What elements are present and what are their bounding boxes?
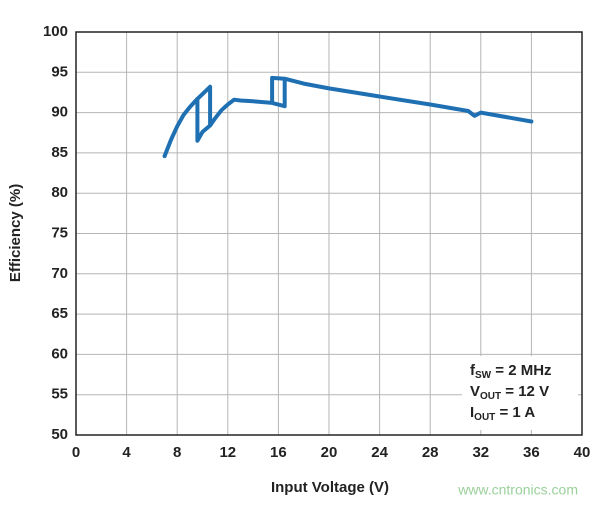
x-tick-label: 36 <box>523 444 540 461</box>
y-axis-label: Efficiency (%) <box>7 184 24 282</box>
annotation: VOUT = 12 V <box>470 383 549 402</box>
y-tick-label: 95 <box>51 63 68 80</box>
plot-frame <box>75 31 583 436</box>
annotation-sub: OUT <box>474 412 495 423</box>
annotation-sub: OUT <box>480 391 501 402</box>
annotation: fSW = 2 MHz <box>470 362 552 381</box>
y-tick-label: 70 <box>51 265 68 282</box>
x-tick-label: 8 <box>173 444 181 461</box>
y-tick-label: 85 <box>51 144 68 161</box>
x-tick-label: 28 <box>422 444 439 461</box>
annotation-rest: = 1 A <box>495 404 535 421</box>
x-tick-label: 0 <box>72 444 80 461</box>
x-tick-label: 16 <box>270 444 287 461</box>
annotation-main: V <box>470 383 480 400</box>
y-tick-label: 60 <box>51 345 68 362</box>
y-tick-label: 50 <box>51 426 68 443</box>
x-tick-label: 40 <box>574 444 591 461</box>
y-tick-label: 55 <box>51 386 68 403</box>
annotation: IOUT = 1 A <box>470 404 535 423</box>
annotation-main: f <box>470 362 476 379</box>
watermark: www.cntronics.com <box>457 482 578 498</box>
y-tick-label: 75 <box>51 224 68 241</box>
y-tick-label: 100 <box>43 23 68 40</box>
x-axis-label: Input Voltage (V) <box>271 479 389 496</box>
y-tick-label: 90 <box>51 104 68 121</box>
y-tick-label: 65 <box>51 305 68 322</box>
y-tick-label: 80 <box>51 184 68 201</box>
x-tick-label: 4 <box>122 444 131 461</box>
annotation-sub: SW <box>475 370 492 381</box>
x-tick-label: 24 <box>371 444 388 461</box>
annotation-rest: = 2 MHz <box>491 362 551 379</box>
annotation-main: I <box>470 404 474 421</box>
annotation-rest: = 12 V <box>501 383 549 400</box>
x-tick-label: 32 <box>472 444 489 461</box>
data-line <box>162 75 534 159</box>
x-tick-label: 20 <box>321 444 338 461</box>
x-tick-label: 12 <box>219 444 236 461</box>
annotation-box <box>462 356 578 430</box>
